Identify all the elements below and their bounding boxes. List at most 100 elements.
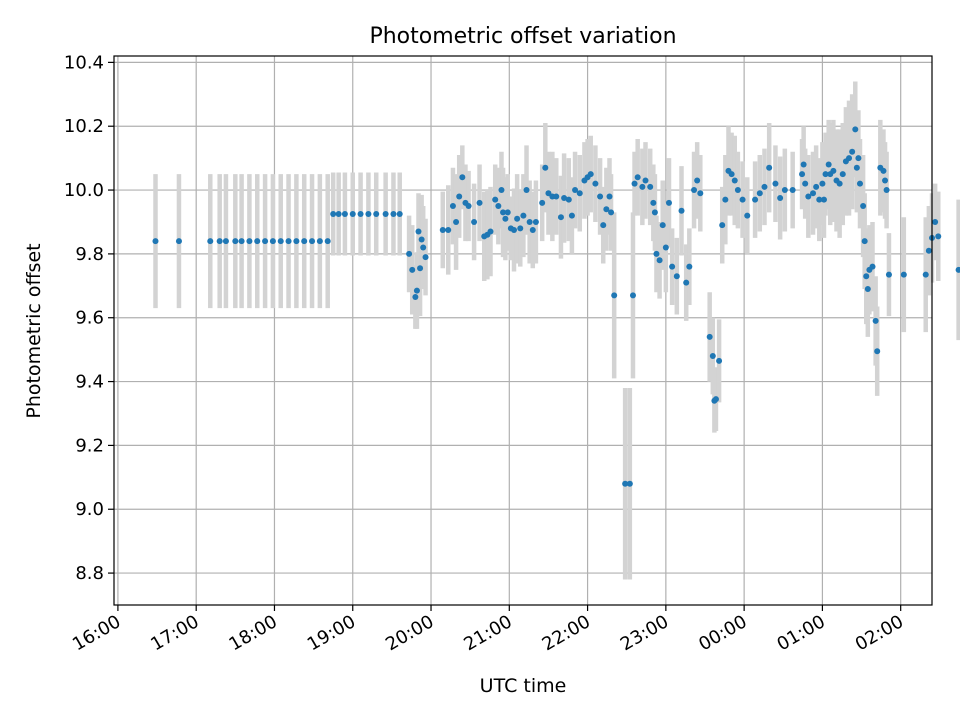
data-point — [487, 228, 494, 235]
data-point — [694, 177, 701, 184]
data-point — [825, 161, 832, 168]
data-point — [744, 212, 751, 219]
data-point — [553, 193, 560, 200]
data-point — [849, 148, 856, 155]
data-point — [373, 210, 380, 217]
y-axis-label: Photometric offset — [23, 243, 45, 418]
data-point — [565, 196, 572, 203]
data-point — [459, 174, 466, 181]
data-point — [686, 263, 693, 270]
data-point — [232, 238, 239, 245]
y-tick-label: 10.4 — [64, 52, 104, 73]
data-point — [396, 210, 403, 217]
data-point — [631, 180, 638, 187]
data-point — [932, 218, 939, 225]
data-point — [293, 238, 300, 245]
data-point — [882, 177, 889, 184]
data-point — [365, 210, 372, 217]
data-point — [420, 244, 427, 251]
data-point — [678, 207, 685, 214]
data-point — [285, 238, 292, 245]
data-point — [900, 271, 907, 278]
data-point — [955, 266, 960, 273]
data-point — [659, 222, 666, 229]
data-point — [449, 203, 456, 210]
data-point — [504, 209, 511, 216]
data-point — [597, 193, 604, 200]
data-point — [874, 348, 881, 355]
data-point — [816, 196, 823, 203]
data-point — [301, 238, 308, 245]
data-point — [691, 187, 698, 194]
data-point — [418, 236, 425, 243]
data-point — [846, 155, 853, 162]
data-point — [805, 193, 812, 200]
data-point — [390, 210, 397, 217]
data-point — [557, 214, 564, 221]
data-point — [651, 209, 658, 216]
data-point — [853, 164, 860, 171]
data-point — [622, 480, 629, 487]
data-point — [830, 167, 837, 174]
data-point — [471, 218, 478, 225]
data-point — [922, 271, 929, 278]
data-point — [731, 177, 738, 184]
data-point — [330, 210, 337, 217]
data-point — [856, 180, 863, 187]
data-point — [650, 199, 657, 206]
grid-layer — [114, 56, 932, 605]
data-point — [697, 190, 704, 197]
y-tick-label: 9.6 — [75, 308, 104, 329]
data-point — [647, 183, 654, 190]
data-point — [662, 244, 669, 251]
data-point — [869, 263, 876, 270]
data-point — [445, 226, 452, 233]
data-point — [600, 222, 607, 229]
data-point — [606, 193, 613, 200]
data-point — [880, 167, 887, 174]
data-point — [852, 126, 859, 133]
data-point — [413, 287, 420, 294]
data-point — [417, 265, 424, 272]
data-point — [706, 333, 713, 340]
data-point — [872, 317, 879, 324]
data-point — [572, 187, 579, 194]
y-tick-label: 9.8 — [75, 244, 104, 265]
data-point — [592, 180, 599, 187]
data-point — [439, 226, 446, 233]
data-point — [839, 171, 846, 178]
data-point — [335, 210, 342, 217]
data-point — [709, 353, 716, 360]
data-point — [456, 193, 463, 200]
data-point — [476, 199, 483, 206]
data-point — [532, 218, 539, 225]
data-point — [349, 210, 356, 217]
y-tick-label: 9.0 — [75, 499, 104, 520]
data-point — [777, 195, 784, 202]
data-point — [523, 187, 530, 194]
data-point — [254, 238, 261, 245]
data-point — [465, 203, 472, 210]
data-point — [382, 210, 389, 217]
data-point — [514, 215, 521, 222]
data-point — [603, 206, 610, 213]
data-point — [819, 180, 826, 187]
data-point — [626, 480, 633, 487]
data-point — [673, 273, 680, 280]
data-point — [734, 187, 741, 194]
data-point — [925, 247, 932, 254]
data-point — [683, 279, 690, 286]
data-point — [789, 187, 796, 194]
data-point — [500, 209, 507, 216]
data-point — [810, 190, 817, 197]
data-point — [634, 174, 641, 181]
data-point — [492, 196, 499, 203]
x-axis-label: UTC time — [480, 675, 567, 697]
data-point — [415, 228, 422, 235]
y-tick-label: 10.2 — [64, 116, 104, 137]
data-point — [728, 171, 735, 178]
data-point — [406, 250, 413, 257]
data-point — [409, 266, 416, 273]
